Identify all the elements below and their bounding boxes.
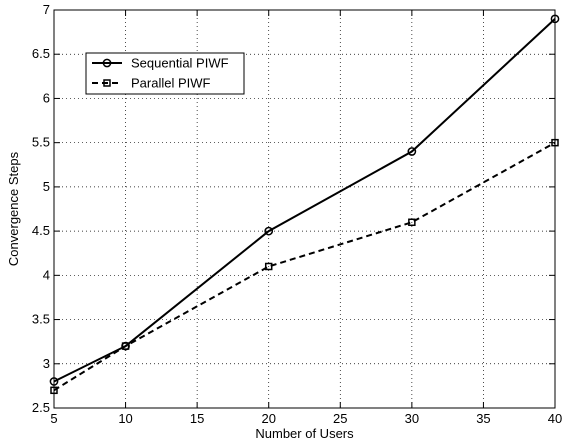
series-layer [49,14,560,395]
x-tick-label: 5 [50,411,57,426]
legend-marker-sequential [102,58,112,68]
legend-marker-parallel [103,79,111,87]
series-line-parallel [53,141,556,392]
data-point-sequential [264,226,274,236]
y-tick-label: 7 [43,2,50,17]
x-tick-label: 10 [118,411,132,426]
y-tick-label: 5.5 [32,135,50,150]
y-tick-label: 3.5 [32,312,50,327]
data-point-sequential [49,377,59,386]
y-tick-label: 2.5 [32,400,50,415]
data-point-sequential [550,14,560,24]
y-tick-label: 3 [43,356,50,371]
x-tick-label: 15 [190,411,204,426]
x-tick-label: 35 [476,411,490,426]
y-axis-label: Convergence Steps [6,151,21,266]
x-tick-label: 25 [333,411,347,426]
axis-ticks: 5 10 15 20 25 30 35 40 2.5 3 3.5 4 4.5 5 5.5 6 6.5 7 [32,2,562,426]
y-tick-label: 4.5 [32,223,50,238]
legend-box [85,52,245,95]
legend-entry-parallel: Parallel PIWF [131,76,211,91]
data-point-parallel [264,262,273,271]
legend: Sequential PIWF Parallel PIWF [85,52,245,95]
y-tick-label: 6 [43,90,50,105]
x-tick-label: 30 [405,411,419,426]
y-tick-label: 4 [43,267,50,282]
x-axis-label: Number of Users [255,426,354,441]
x-tick-label: 40 [548,411,562,426]
series-line-sequential [53,18,556,383]
data-point-parallel [121,342,130,350]
data-point-parallel [408,218,416,227]
data-point-sequential [407,147,417,156]
data-point-parallel [551,138,559,147]
y-tick-label: 6.5 [32,46,50,61]
plot-area-frame [53,9,556,409]
data-point-parallel [50,386,58,395]
legend-entry-sequential: Sequential PIWF [131,56,229,71]
x-tick-label: 20 [261,411,275,426]
y-tick-label: 5 [43,179,50,194]
